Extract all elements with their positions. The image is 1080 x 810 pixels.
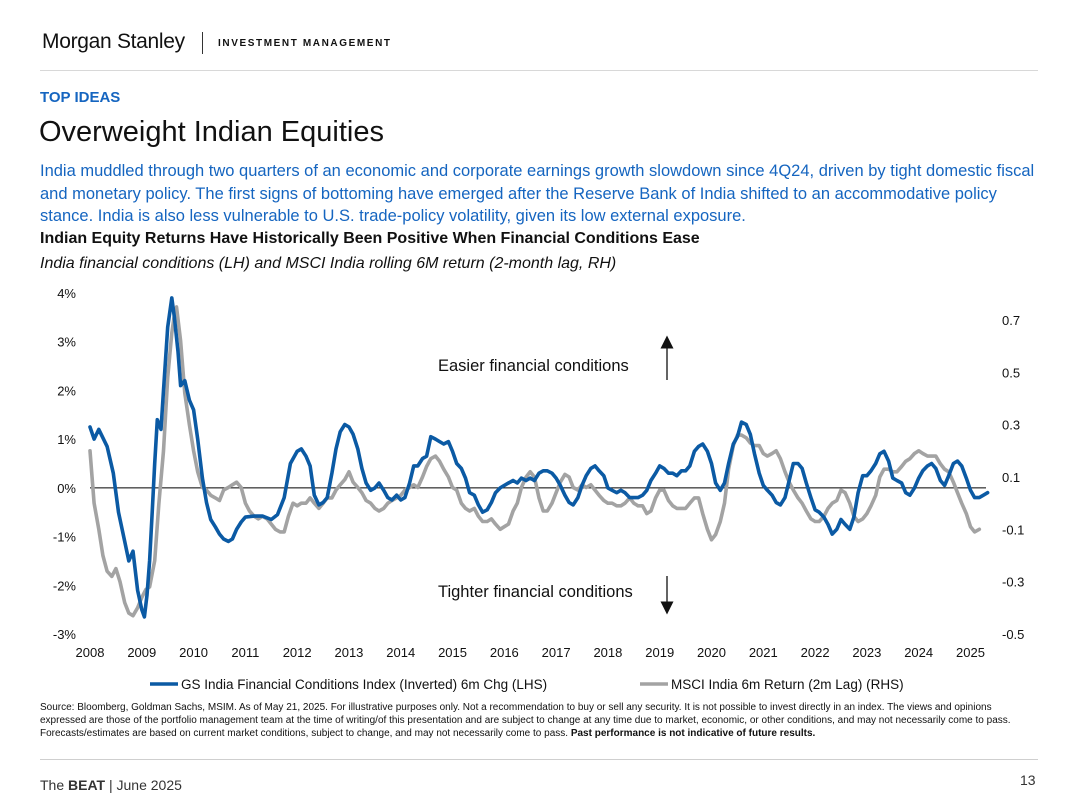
legend-label-fci: GS India Financial Conditions Index (Inv… (181, 677, 547, 692)
page-number: 13 (1020, 772, 1036, 788)
right-tick-label: 0.3 (1002, 418, 1020, 433)
header-subtitle: INVESTMENT MANAGEMENT (218, 38, 392, 49)
left-tick-label: -3% (53, 627, 77, 642)
x-tick-label: 2010 (179, 645, 208, 660)
left-tick-label: 2% (57, 383, 76, 398)
x-tick-label: 2022 (801, 645, 830, 660)
header-divider (40, 70, 1038, 71)
chart-title: Indian Equity Returns Have Historically … (40, 230, 700, 247)
footer-divider (40, 759, 1038, 760)
left-tick-label: 0% (57, 481, 76, 496)
header-separator (202, 32, 203, 54)
x-tick-label: 2013 (334, 645, 363, 660)
source-footnote: Source: Bloomberg, Goldman Sachs, MSIM. … (40, 701, 1035, 740)
right-tick-label: -0.5 (1002, 627, 1024, 642)
summary-paragraph: India muddled through two quarters of an… (40, 162, 1035, 225)
x-tick-label: 2015 (438, 645, 467, 660)
right-tick-label: 0.5 (1002, 365, 1020, 380)
left-tick-label: -1% (53, 530, 77, 545)
right-tick-label: -0.3 (1002, 575, 1024, 590)
x-tick-label: 2021 (749, 645, 778, 660)
series-msci-india-line (88, 305, 982, 618)
left-tick-label: 3% (57, 335, 76, 350)
legend-label-msci: MSCI India 6m Return (2m Lag) (RHS) (671, 677, 904, 692)
left-tick-label: -2% (53, 578, 77, 593)
right-tick-label: 0.7 (1002, 313, 1020, 328)
footer-brand-prefix: The (40, 777, 69, 793)
chart-subtitle: India financial conditions (LH) and MSCI… (40, 255, 617, 272)
x-tick-label: 2018 (593, 645, 622, 660)
x-tick-label: 2019 (645, 645, 674, 660)
right-tick-label: -0.1 (1002, 522, 1024, 537)
x-tick-label: 2016 (490, 645, 519, 660)
x-tick-label: 2008 (76, 645, 105, 660)
footer-brand: The BEAT | June 2025 (40, 777, 182, 793)
x-tick-label: 2023 (852, 645, 881, 660)
x-tick-label: 2017 (542, 645, 571, 660)
morgan-stanley-logo: Morgan Stanley (42, 30, 185, 53)
x-axis-ticks: 2008 2009 2010 2011 2012 2013 2014 2015 2016 2017… (76, 645, 985, 660)
x-tick-label: 2025 (956, 645, 985, 660)
footnote-disclaimer: Past performance is not indicative of fu… (570, 728, 816, 739)
x-tick-label: 2009 (127, 645, 156, 660)
legend: GS India Financial Conditions Index (Inv… (150, 677, 904, 692)
left-tick-label: 1% (57, 432, 76, 447)
left-tick-label: 4% (57, 286, 76, 301)
x-tick-label: 2011 (231, 645, 259, 660)
x-tick-label: 2014 (386, 645, 415, 660)
footer-date: | June 2025 (105, 777, 182, 793)
footnote-text: Source: Bloomberg, Goldman Sachs, MSIM. … (40, 702, 1011, 739)
section-eyebrow: TOP IDEAS (40, 89, 121, 106)
x-tick-label: 2012 (283, 645, 312, 660)
annotation-tighter: Tighter financial conditions (438, 583, 633, 601)
x-tick-label: 2024 (904, 645, 933, 660)
right-axis-ticks: 0.7 0.5 0.3 0.1 -0.1 -0.3 -0.5 (1002, 313, 1024, 642)
footer-brand-name: BEAT (68, 777, 106, 793)
left-axis-ticks: 4% 3% 2% 1% 0% -1% -2% -3% (53, 286, 77, 642)
series-gs-fci-line (88, 296, 990, 619)
annotation-easier: Easier financial conditions (438, 357, 629, 375)
page-title: Overweight Indian Equities (39, 116, 384, 148)
line-chart: 4% 3% 2% 1% 0% -1% -2% -3% 0.7 0.5 0.3 0.1 -0.1 -0.3… (53, 286, 1025, 692)
right-tick-label: 0.1 (1002, 470, 1020, 485)
x-tick-label: 2020 (697, 645, 726, 660)
